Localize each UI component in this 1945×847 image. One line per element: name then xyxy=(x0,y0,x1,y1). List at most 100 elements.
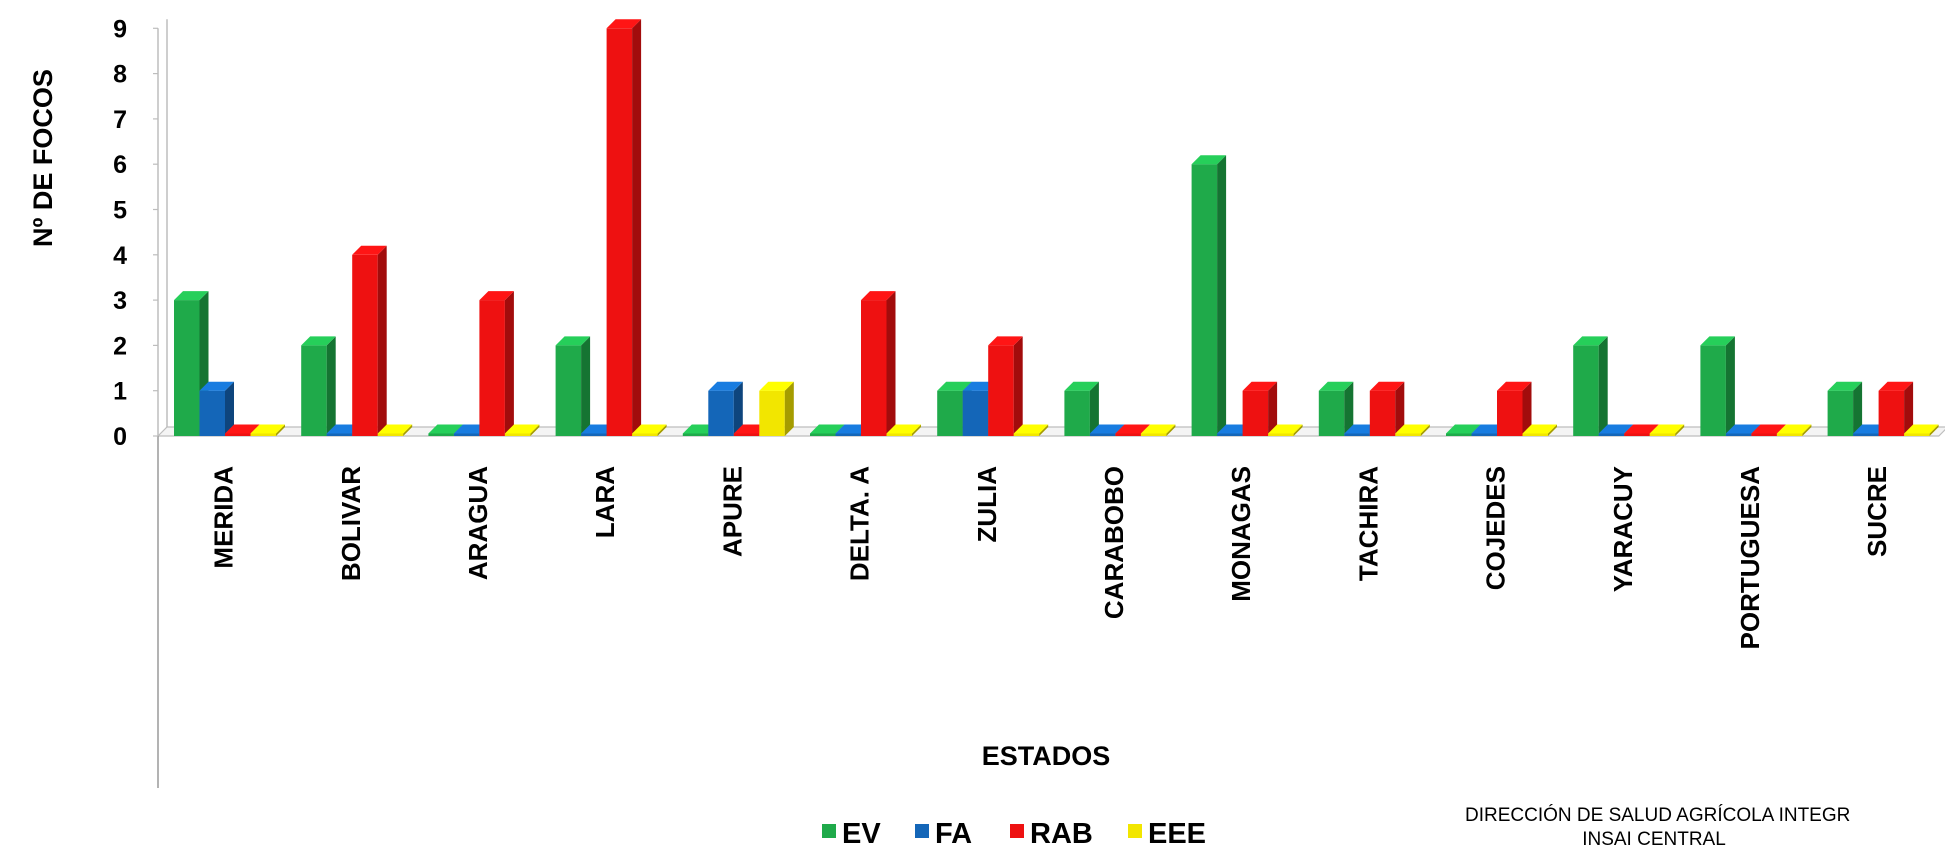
bar-top xyxy=(1191,155,1227,165)
legend-label: FA xyxy=(935,818,972,847)
bar-rab xyxy=(861,291,896,436)
bar-ev xyxy=(555,336,591,436)
bar-front xyxy=(1573,345,1599,436)
bar-top xyxy=(1878,381,1914,391)
bar-eee xyxy=(1268,424,1303,436)
bar-front xyxy=(1115,433,1141,436)
bar-side xyxy=(1853,381,1863,436)
bar-top xyxy=(1369,381,1405,391)
bar-front xyxy=(1089,433,1116,436)
bar-side xyxy=(1268,381,1278,436)
credit-line-1: DIRECCIÓN DE SALUD AGRÍCOLA INTEGR xyxy=(1465,804,1850,826)
bar-front xyxy=(962,390,989,436)
bar-top xyxy=(1013,424,1049,434)
bar-top xyxy=(225,424,260,434)
y-tick-label: 6 xyxy=(113,151,127,179)
bar-top xyxy=(810,424,845,434)
legend-swatch xyxy=(1010,824,1024,838)
bar-front xyxy=(225,433,251,436)
bar-top xyxy=(1649,424,1685,434)
bar-ev xyxy=(1827,381,1863,436)
bar-front xyxy=(1624,433,1650,436)
bar-front xyxy=(1140,433,1167,436)
bar-eee xyxy=(1140,424,1176,436)
bar-top xyxy=(1115,424,1150,434)
bar-top xyxy=(1446,424,1481,434)
bar-front xyxy=(1446,433,1472,436)
bar-front xyxy=(632,433,658,436)
bar-rab xyxy=(352,245,387,436)
bar-side xyxy=(1013,336,1023,436)
legend-item-ev: EV xyxy=(822,818,881,847)
bar-top xyxy=(988,336,1023,346)
bar-front xyxy=(428,433,454,436)
bar-front xyxy=(555,345,582,436)
bar-ev xyxy=(1064,381,1099,436)
legend-label: RAB xyxy=(1030,818,1093,847)
legend-swatch xyxy=(1128,824,1142,838)
y-tick-label: 8 xyxy=(113,61,127,89)
bar-top xyxy=(504,424,540,434)
bar-rab xyxy=(1497,381,1532,436)
bar-front xyxy=(1598,433,1625,436)
bar-side xyxy=(1293,424,1303,436)
bar-front xyxy=(886,433,912,436)
chart-walls xyxy=(156,19,1945,788)
bar-front xyxy=(733,433,760,436)
bar-eee xyxy=(377,424,413,436)
bar-side xyxy=(581,336,591,436)
y-axis-ticks: 0 1 2 3 4 5 6 7 8 9 xyxy=(113,15,158,451)
bar-front xyxy=(504,433,531,436)
bar-side xyxy=(276,424,285,436)
bar-front xyxy=(835,433,861,436)
legend-item-eee: EEE xyxy=(1128,818,1206,847)
bar-front xyxy=(861,300,887,436)
bar-front xyxy=(1776,433,1803,436)
bar-side xyxy=(1395,381,1405,436)
bar-front xyxy=(1064,390,1090,436)
x-category-label: MERIDA xyxy=(209,466,239,569)
bar-front xyxy=(1217,433,1243,436)
bar-eee xyxy=(504,424,540,436)
bar-eee xyxy=(886,424,921,436)
bar-fa xyxy=(708,381,743,436)
bar-side xyxy=(403,424,413,436)
bar-top xyxy=(937,381,972,391)
bar-top xyxy=(250,424,285,434)
bar-rab xyxy=(606,19,642,437)
legend-swatch xyxy=(822,824,836,838)
bar-front xyxy=(352,254,378,436)
bar-top xyxy=(1268,424,1303,434)
bar-side xyxy=(784,381,794,436)
legend: EV FA RAB EEE xyxy=(822,818,1206,847)
bar-side xyxy=(733,381,743,436)
bar-front xyxy=(606,28,633,437)
y-tick-label: 2 xyxy=(113,332,127,360)
y-tick-label: 4 xyxy=(113,242,127,270)
y-tick-label: 9 xyxy=(113,15,127,43)
bar-eee xyxy=(632,424,667,436)
x-category-label: BOLIVAR xyxy=(336,466,366,581)
bar-front xyxy=(1242,390,1269,436)
y-tick-label: 5 xyxy=(113,197,127,225)
bar-top xyxy=(708,381,743,391)
bar-rab xyxy=(988,336,1023,436)
bar-eee xyxy=(250,424,285,436)
bar-top xyxy=(1497,381,1532,391)
bar-side xyxy=(1166,424,1176,436)
bar-side xyxy=(504,291,514,436)
x-category-label: PORTUGUESA xyxy=(1735,466,1765,650)
bar-front xyxy=(1497,390,1523,436)
bar-eee xyxy=(1013,424,1049,436)
bar-top xyxy=(1089,424,1125,434)
bar-top xyxy=(606,19,642,29)
bar-top xyxy=(1242,381,1278,391)
bar-front xyxy=(1725,433,1752,436)
legend-item-rab: RAB xyxy=(1010,818,1093,847)
bar-front xyxy=(708,390,734,436)
bar-front xyxy=(1522,433,1548,436)
bar-eee xyxy=(759,381,794,436)
x-category-label: MONAGAS xyxy=(1226,466,1256,602)
bar-side xyxy=(1420,424,1430,436)
